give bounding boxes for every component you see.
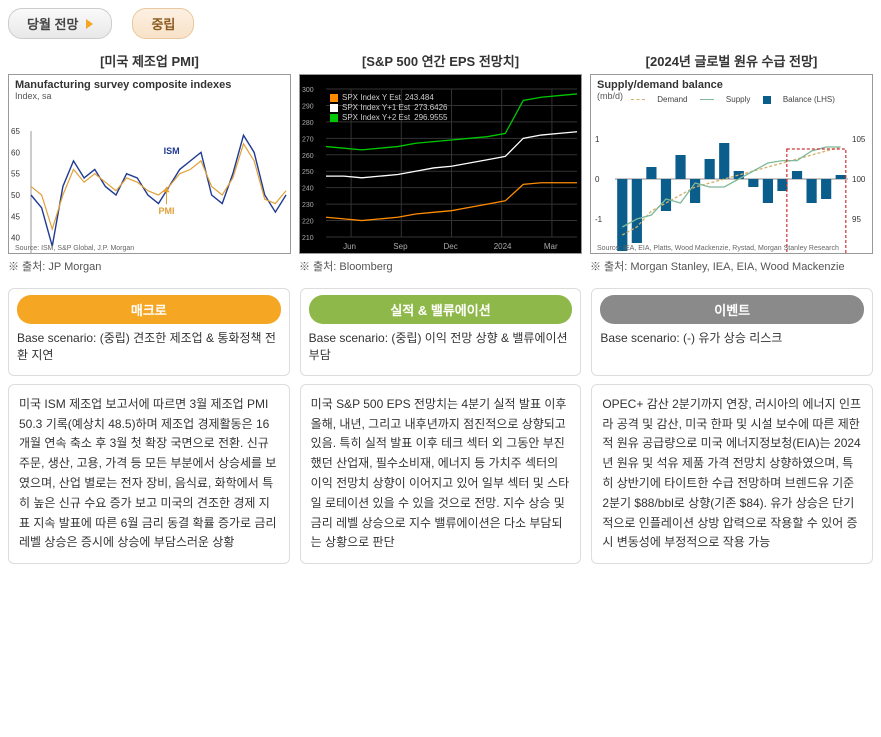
- svg-text:-1: -1: [595, 215, 603, 224]
- svg-text:100: 100: [852, 175, 866, 184]
- chart-col-pmi: [미국 제조업 PMI] Manufacturing survey compos…: [8, 51, 291, 274]
- svg-text:230: 230: [302, 202, 314, 209]
- chart-box-pmi: Manufacturing survey composite indexes I…: [8, 74, 291, 254]
- chart-inner-title: Manufacturing survey composite indexes: [9, 75, 290, 91]
- svg-text:Dec: Dec: [444, 242, 458, 251]
- cards-body-row: 미국 ISM 제조업 보고서에 따르면 3월 제조업 PMI 50.3 기록(예…: [8, 384, 873, 564]
- svg-text:1: 1: [595, 135, 600, 144]
- chart-inner-title: Supply/demand balance: [591, 75, 872, 91]
- card-head: 매크로 Base scenario: (중립) 견조한 제조업 & 통화정책 전…: [8, 288, 290, 376]
- charts-row: [미국 제조업 PMI] Manufacturing survey compos…: [8, 51, 873, 274]
- svg-text:220: 220: [302, 219, 314, 226]
- chart-title: [S&P 500 연간 EPS 전망치]: [299, 51, 582, 70]
- svg-text:Sep: Sep: [393, 242, 408, 251]
- svg-text:55: 55: [11, 170, 20, 179]
- svg-text:260: 260: [302, 153, 314, 160]
- chart-box-oil: Supply/demand balance (mb/d) Demand Supp…: [590, 74, 873, 254]
- card-label: 이벤트: [600, 295, 864, 324]
- chart-footer: Source: ISM, S&P Global, J.P. Morgan: [15, 245, 134, 252]
- play-icon: [86, 19, 93, 29]
- svg-text:280: 280: [302, 120, 314, 127]
- svg-text:50: 50: [11, 191, 20, 200]
- card-scenario: Base scenario: (중립) 이익 전망 상향 & 밸류에이션 부담: [309, 330, 573, 365]
- svg-text:300: 300: [302, 87, 314, 94]
- chart-col-oil: [2024년 글로벌 원유 수급 전망] Supply/demand balan…: [590, 51, 873, 274]
- chart-source: ※ 출처: Bloomberg: [299, 258, 582, 274]
- card-body: 미국 ISM 제조업 보고서에 따르면 3월 제조업 PMI 50.3 기록(예…: [8, 384, 290, 564]
- chart-col-eps: [S&P 500 연간 EPS 전망치] SPX Index Y Est 243…: [299, 51, 582, 274]
- neutral-label: 중립: [151, 14, 175, 33]
- card-label: 매크로: [17, 295, 281, 324]
- svg-text:60: 60: [11, 148, 20, 157]
- svg-text:45: 45: [11, 212, 20, 221]
- chart-footer: Source: IEA, EIA, Platts, Wood Mackenzie…: [597, 245, 839, 252]
- card-label: 실적 & 밸류에이션: [309, 295, 573, 324]
- chart-legend: SPX Index Y Est 243.484SPX Index Y+1 Est…: [330, 93, 448, 123]
- svg-text:105: 105: [852, 135, 866, 144]
- svg-text:2024: 2024: [494, 242, 512, 251]
- svg-text:250: 250: [302, 169, 314, 176]
- svg-text:270: 270: [302, 136, 314, 143]
- svg-text:290: 290: [302, 103, 314, 110]
- neutral-pill: 중립: [132, 8, 194, 39]
- card-head: 이벤트 Base scenario: (-) 유가 상승 리스크: [591, 288, 873, 376]
- svg-text:240: 240: [302, 186, 314, 193]
- svg-text:0: 0: [595, 175, 600, 184]
- outlook-label: 당월 전망: [27, 14, 78, 33]
- card-scenario: Base scenario: (-) 유가 상승 리스크: [600, 330, 864, 347]
- svg-text:65: 65: [11, 127, 20, 136]
- header-row: 당월 전망 중립: [8, 8, 873, 39]
- chart-title: [미국 제조업 PMI]: [8, 51, 291, 70]
- svg-text:ISM: ISM: [164, 146, 180, 156]
- card-body: 미국 S&P 500 EPS 전망치는 4분기 실적 발표 이후 올해, 내년,…: [300, 384, 582, 564]
- chart-inner-sub: Index, sa: [9, 91, 290, 101]
- cards-header-row: 매크로 Base scenario: (중립) 견조한 제조업 & 통화정책 전…: [8, 288, 873, 376]
- svg-text:Mar: Mar: [544, 242, 558, 251]
- chart-title: [2024년 글로벌 원유 수급 전망]: [590, 51, 873, 70]
- chart-source: ※ 출처: Morgan Stanley, IEA, EIA, Wood Mac…: [590, 258, 873, 274]
- card-scenario: Base scenario: (중립) 견조한 제조업 & 통화정책 전환 지연: [17, 330, 281, 365]
- svg-text:210: 210: [302, 235, 314, 242]
- svg-text:PMI: PMI: [159, 206, 175, 216]
- chart-box-eps: SPX Index Y Est 243.484SPX Index Y+1 Est…: [299, 74, 582, 254]
- chart-legend: Demand Supply Balance (LHS): [631, 95, 845, 104]
- card-body: OPEC+ 감산 2분기까지 연장, 러시아의 에너지 인프라 공격 및 감산,…: [591, 384, 873, 564]
- outlook-pill: 당월 전망: [8, 8, 112, 39]
- svg-text:40: 40: [11, 234, 20, 243]
- svg-text:Jun: Jun: [343, 242, 356, 251]
- card-head: 실적 & 밸류에이션 Base scenario: (중립) 이익 전망 상향 …: [300, 288, 582, 376]
- chart-source: ※ 출처: JP Morgan: [8, 258, 291, 274]
- svg-text:95: 95: [852, 215, 861, 224]
